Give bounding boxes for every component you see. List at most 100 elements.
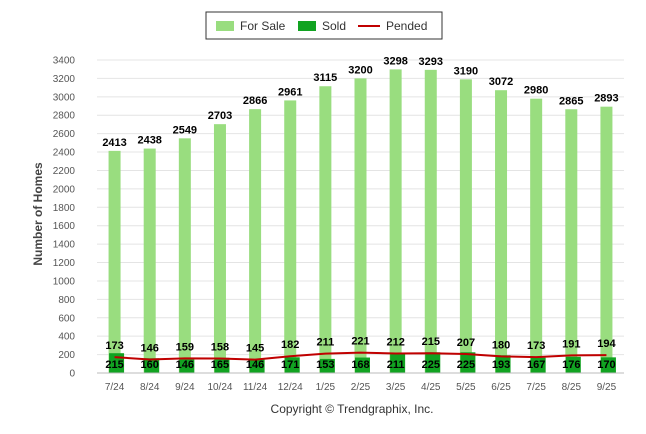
labels-sold: 215 160 146 165 146 171 153 168 211 225 225 193 167 1… xyxy=(105,359,615,371)
data-label-sold: 193 xyxy=(492,359,510,371)
x-tick-label: 2/25 xyxy=(351,382,371,393)
x-tick-label: 4/25 xyxy=(421,382,441,393)
data-label-sold: 168 xyxy=(351,359,369,371)
data-label-pended: 215 xyxy=(422,336,440,348)
legend-label-pended: Pended xyxy=(386,19,427,33)
y-tick-label: 2800 xyxy=(53,111,76,122)
labels-for-sale: 2413 2438 2549 2703 2866 2961 3115 3200 3298 3293… xyxy=(102,55,618,148)
bar-for-sale xyxy=(319,86,332,374)
data-label-sold: 167 xyxy=(527,359,545,371)
data-label-for-sale: 3293 xyxy=(419,56,443,68)
y-tick-label: 2400 xyxy=(53,148,76,159)
y-tick-label: 200 xyxy=(58,350,75,361)
y-tick-label: 2000 xyxy=(53,184,76,195)
bar-for-sale xyxy=(108,150,121,373)
bar-for-sale xyxy=(143,148,156,373)
bars-for-sale xyxy=(108,69,613,374)
data-label-pended: 211 xyxy=(316,337,334,349)
data-label-sold: 211 xyxy=(387,359,405,371)
y-axis-ticks: 0 200 400 600 800 1000 1200 1400 1600 1800 2000 220… xyxy=(53,56,76,380)
data-label-sold: 165 xyxy=(211,359,229,371)
data-label-sold: 153 xyxy=(316,359,334,371)
bar-sold xyxy=(390,353,406,373)
bar-for-sale xyxy=(495,90,508,373)
bar-sold xyxy=(319,358,335,373)
x-tick-label: 9/24 xyxy=(175,382,195,393)
bar-sold xyxy=(600,357,616,373)
data-label-for-sale: 3072 xyxy=(489,76,513,88)
legend-label-for-sale: For Sale xyxy=(240,19,286,33)
data-label-for-sale: 2961 xyxy=(278,86,302,98)
x-tick-label: 3/25 xyxy=(386,382,406,393)
data-label-pended: 173 xyxy=(105,340,123,352)
data-label-for-sale: 2438 xyxy=(137,135,161,147)
y-tick-label: 1600 xyxy=(53,221,76,232)
y-tick-label: 3000 xyxy=(53,92,76,103)
x-tick-label: 7/25 xyxy=(526,382,546,393)
bar-for-sale xyxy=(249,109,262,373)
bars-sold xyxy=(109,352,616,373)
bar-for-sale xyxy=(213,124,226,373)
data-label-for-sale: 2549 xyxy=(173,124,197,136)
y-tick-label: 1000 xyxy=(53,276,76,287)
data-label-for-sale: 2980 xyxy=(524,85,548,97)
x-axis-ticks: 7/24 8/24 9/24 10/24 11/24 12/24 1/25 2/25 3/25 4… xyxy=(105,382,617,393)
data-label-for-sale: 2703 xyxy=(208,110,232,122)
data-label-pended: 191 xyxy=(562,338,580,350)
y-tick-label: 1800 xyxy=(53,203,76,214)
y-axis-label: Number of Homes xyxy=(31,162,45,266)
x-tick-label: 8/25 xyxy=(562,382,582,393)
bar-for-sale xyxy=(459,79,472,374)
data-label-pended: 146 xyxy=(141,343,159,355)
bar-for-sale xyxy=(424,69,437,374)
y-tick-label: 2600 xyxy=(53,129,76,140)
data-label-for-sale: 3115 xyxy=(313,72,337,84)
bar-for-sale xyxy=(565,109,578,374)
x-tick-label: 5/25 xyxy=(456,382,476,393)
pended-line xyxy=(114,351,607,361)
data-label-for-sale: 3200 xyxy=(348,64,372,76)
legend-label-sold: Sold xyxy=(322,19,346,33)
data-label-pended: 194 xyxy=(597,338,616,350)
data-label-for-sale: 2866 xyxy=(243,95,267,107)
data-label-for-sale: 2413 xyxy=(102,137,126,149)
y-tick-label: 3400 xyxy=(53,56,76,67)
bar-sold xyxy=(179,359,195,373)
data-label-for-sale: 2865 xyxy=(559,95,583,107)
bar-sold xyxy=(249,359,265,373)
pended-line-group xyxy=(114,351,607,361)
data-label-pended: 145 xyxy=(246,343,264,355)
data-label-pended: 159 xyxy=(176,341,194,353)
bar-sold xyxy=(214,357,230,373)
y-tick-label: 3200 xyxy=(53,74,76,85)
x-tick-label: 8/24 xyxy=(140,382,160,393)
y-tick-label: 1400 xyxy=(53,240,76,251)
x-tick-label: 9/25 xyxy=(597,382,617,393)
data-label-pended: 221 xyxy=(351,336,369,348)
data-label-for-sale: 2893 xyxy=(594,93,618,105)
bar-sold xyxy=(425,352,441,373)
legend: For Sale Sold Pended xyxy=(205,11,443,40)
data-label-pended: 173 xyxy=(527,340,545,352)
data-label-sold: 170 xyxy=(597,359,615,371)
data-label-sold: 146 xyxy=(246,359,264,371)
data-label-sold: 225 xyxy=(422,359,440,371)
data-label-sold: 215 xyxy=(105,359,123,371)
legend-box xyxy=(205,11,443,40)
bar-sold xyxy=(460,352,476,373)
bar-sold xyxy=(530,357,546,373)
bar-for-sale xyxy=(284,100,297,374)
data-label-for-sale: 3190 xyxy=(454,65,478,77)
bar-sold xyxy=(284,357,300,373)
y-tick-label: 1200 xyxy=(53,258,76,269)
data-label-sold: 160 xyxy=(141,359,159,371)
data-label-sold: 146 xyxy=(176,359,194,371)
data-label-sold: 171 xyxy=(281,359,299,371)
legend-swatch-sold xyxy=(298,21,316,31)
bar-sold xyxy=(144,358,160,373)
bar-for-sale xyxy=(389,69,402,373)
y-tick-label: 0 xyxy=(69,369,75,380)
bar-sold xyxy=(355,357,370,373)
bar-sold xyxy=(495,355,511,373)
